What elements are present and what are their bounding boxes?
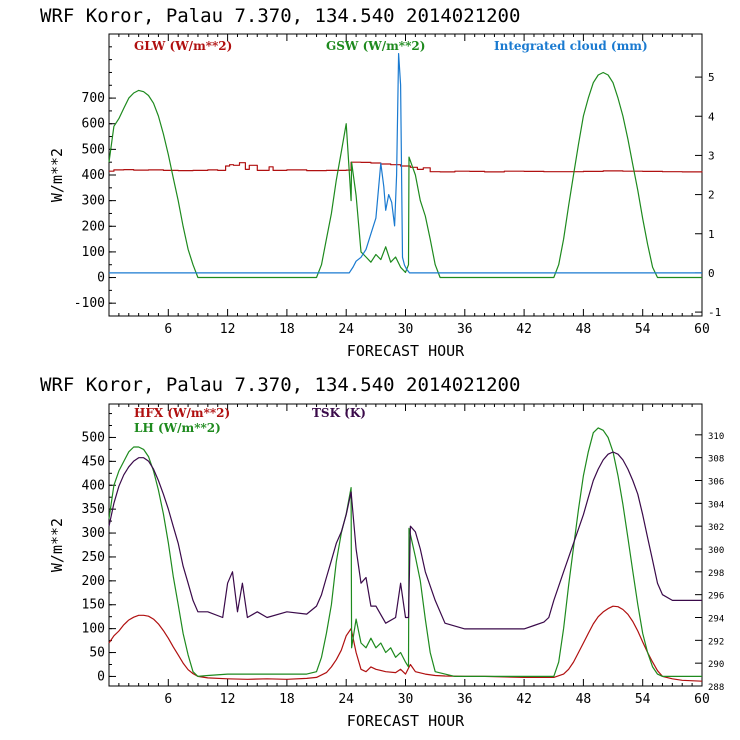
panel2-y2-tick-label: 300 [708,546,724,556]
panel2-y-tick-label: 200 [82,574,105,589]
panel2-series-tsk-line [108,451,702,630]
panel1-series-gsw-line [108,71,702,279]
panel1-y-axis-label: W/m**2 [48,148,66,202]
panel1-x-tick-label: 12 [220,322,236,337]
panel1-y-tick-label: -100 [74,296,105,311]
panel2-x-tick-label: 30 [398,692,414,707]
panel2-x-axis-label: FORECAST HOUR [347,712,465,730]
panel1-y-tick-label: 400 [82,168,105,183]
panel1-x-tick-label: 60 [694,322,710,337]
panel1-legend-integrated-cloud: Integrated cloud (mm) [494,39,648,53]
panel2-y-tick-label: 400 [82,478,105,493]
panel2-y-tick-label: 500 [82,430,105,445]
panel1-y-tick-label: 300 [82,194,105,209]
panel2-y-tick-label: 350 [82,502,105,517]
panel1-y-tick-label: 500 [82,142,105,157]
panel2-y2-tick-label: 308 [708,455,724,465]
panel2-y2-tick-label: 302 [708,523,724,533]
panel1-y2-tick-label: -1 [708,306,721,319]
panel2-x-tick-label: 54 [635,692,651,707]
panel2-x-tick-label: 12 [220,692,236,707]
panel2-series-hfx-line [108,605,703,682]
panel2-y-tick-label: 100 [82,622,105,637]
panel2-y2-tick-label: 288 [708,683,724,693]
panel2-legend-lh: LH (W/m**2) [134,421,221,435]
panel2-y2-tick-label: 294 [708,614,724,624]
panel2-x-tick-label: 36 [457,692,473,707]
panel2-legend-hfx: HFX (W/m**2) [134,406,230,420]
panel2-series-lh-line [108,427,702,677]
panel2-x-tick-label: 24 [338,692,354,707]
panel1-x-tick-label: 18 [279,322,295,337]
panel2-y-tick-label: 250 [82,550,105,565]
panel1-title: WRF Koror, Palau 7.370, 134.540 20140212… [40,5,520,27]
panel2-x-tick-label: 60 [694,692,710,707]
panel1-series-glw-line [109,161,703,173]
panel2-y2-tick-label: 306 [708,477,724,487]
panel2-x-tick-label: 18 [279,692,295,707]
panel1-y-tick-label: 0 [97,271,105,286]
panel1-x-tick-label: 54 [635,322,651,337]
panel1-x-tick-label: 36 [457,322,473,337]
panel2-x-tick-label: 42 [516,692,532,707]
panel1-x-axis-label: FORECAST HOUR [347,342,465,360]
panel1-y2-tick-label: 5 [708,71,715,84]
panel1-legend-gsw: GSW (W/m**2) [326,39,425,53]
panel2-title: WRF Koror, Palau 7.370, 134.540 20140212… [40,374,520,396]
panel2-y-tick-label: 450 [82,454,105,469]
panel2-y-tick-label: 0 [97,669,105,684]
panel2-legend-tsk: TSK (K) [312,406,366,420]
panel2-y2-tick-label: 292 [708,637,724,647]
panel2-x-tick-label: 6 [164,692,172,707]
panel2-x-tick-label: 48 [576,692,592,707]
panel2-y-tick-label: 150 [82,598,105,613]
panel1-y-tick-label: 600 [82,117,105,132]
panel2-y-tick-label: 300 [82,526,105,541]
panel1-frame [108,33,703,317]
panel1-y-tick-label: 100 [82,245,105,260]
panel1-series-integrated-cloud-line [109,53,702,274]
panel1-y2-tick-label: 0 [708,267,715,280]
panel1-y2-tick-label: 3 [708,149,715,162]
panel2-y2-tick-label: 310 [708,432,724,442]
panel1-x-tick-label: 42 [516,322,532,337]
panel1-y2-tick-label: 4 [708,110,715,123]
panel2-y2-tick-label: 304 [708,500,724,510]
panel1-x-tick-label: 48 [576,322,592,337]
panel1-y-tick-label: 700 [82,91,105,106]
panel1-x-tick-label: 6 [164,322,172,337]
panel2-y2-tick-label: 298 [708,569,724,579]
panel1-x-tick-label: 30 [398,322,414,337]
panel2-y-tick-label: 50 [89,646,105,661]
panel1-y-tick-label: 200 [82,219,105,234]
panel2-y2-tick-label: 290 [708,660,724,670]
panel1-y2-tick-label: 2 [708,189,715,202]
panel1-y2-tick-label: 1 [708,228,715,241]
panel1-x-tick-label: 24 [338,322,354,337]
panel1-legend-glw: GLW (W/m**2) [134,39,232,53]
panel2-y-axis-label: W/m**2 [48,518,66,572]
panel2-y2-tick-label: 296 [708,592,724,602]
panel2-frame [108,403,703,687]
